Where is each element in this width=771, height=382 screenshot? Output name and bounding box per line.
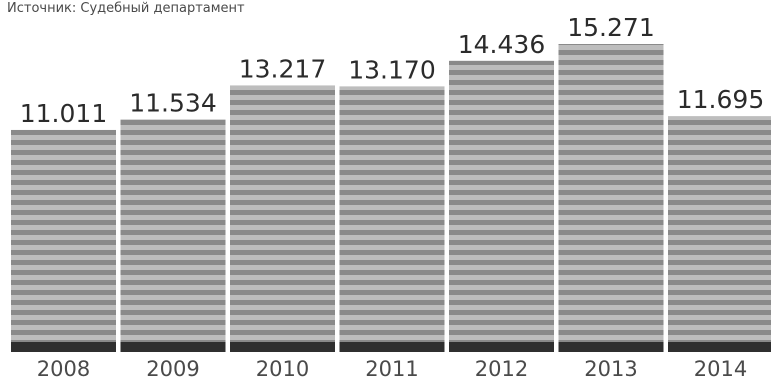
source-note: Источник: Судебный департамент <box>7 1 245 16</box>
value-label-2011: 13.170 <box>348 55 435 84</box>
bar-base-2012 <box>449 342 554 352</box>
value-label-2012: 14.436 <box>458 30 545 59</box>
year-label-2011: 2011 <box>365 357 418 381</box>
year-label-2008: 2008 <box>37 357 90 381</box>
value-label-2008: 11.011 <box>20 99 107 128</box>
bar-base-2011 <box>339 342 445 352</box>
year-label-2009: 2009 <box>146 357 199 381</box>
bar-base-2014 <box>668 342 771 352</box>
value-labels-group: 11.011 11.534 13.217 13.170 14.436 15.271 11.6… <box>20 13 764 128</box>
bar-2010 <box>230 85 335 353</box>
value-label-2013: 15.271 <box>567 13 654 42</box>
year-label-2014: 2014 <box>694 357 747 381</box>
value-label-2009: 11.534 <box>129 88 216 117</box>
bar-2009 <box>120 119 226 352</box>
year-label-2010: 2010 <box>256 357 309 381</box>
bars-group <box>11 44 771 353</box>
bar-2014 <box>668 116 771 353</box>
bar-base-2013 <box>558 342 664 352</box>
year-labels-group: 2008 2009 2010 2011 2012 2013 2014 <box>37 357 747 381</box>
bar-2012 <box>449 60 554 353</box>
value-label-2010: 13.217 <box>239 54 326 83</box>
bar-base-2008 <box>11 342 116 352</box>
bar-base-2009 <box>120 342 226 352</box>
year-label-2012: 2012 <box>475 357 528 381</box>
year-label-2013: 2013 <box>584 357 637 381</box>
bar-2013 <box>558 44 664 352</box>
value-label-2014: 11.695 <box>677 85 764 114</box>
bar-2008 <box>11 129 116 352</box>
bar-2011 <box>339 86 445 352</box>
bar-base-2010 <box>230 342 335 352</box>
